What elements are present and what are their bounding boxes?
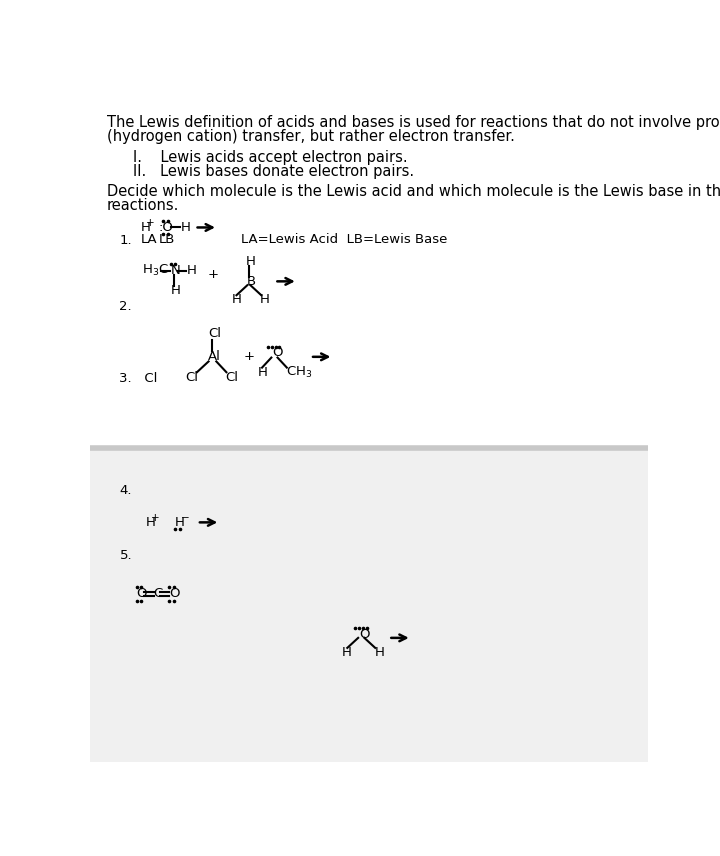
Text: H: H: [175, 516, 185, 529]
Text: −: −: [181, 513, 189, 523]
Text: CH$_3$: CH$_3$: [286, 365, 312, 380]
Text: 3.   Cl: 3. Cl: [120, 372, 158, 385]
Text: O: O: [272, 347, 283, 360]
Text: Cl: Cl: [225, 372, 238, 384]
Text: 5.: 5.: [120, 549, 132, 562]
Text: 1.: 1.: [120, 234, 132, 247]
Text: H: H: [232, 294, 242, 306]
Text: :O: :O: [158, 221, 173, 234]
Text: Decide which molecule is the Lewis acid and which molecule is the Lewis base in : Decide which molecule is the Lewis acid …: [107, 184, 720, 199]
Text: H: H: [258, 366, 267, 378]
Text: (hydrogen cation) transfer, but rather electron transfer.: (hydrogen cation) transfer, but rather e…: [107, 129, 515, 144]
Text: LB: LB: [159, 234, 176, 247]
Bar: [90, 103, 648, 448]
Text: Al: Al: [208, 350, 220, 363]
Text: H: H: [246, 255, 256, 268]
Text: reactions.: reactions.: [107, 199, 179, 213]
Text: N: N: [171, 265, 180, 277]
Text: H: H: [187, 265, 197, 277]
Text: +: +: [243, 350, 254, 363]
Text: O: O: [359, 627, 369, 640]
Text: H: H: [181, 221, 191, 234]
Text: B: B: [246, 275, 256, 288]
Text: Cl: Cl: [185, 372, 198, 384]
Bar: [90, 448, 648, 762]
Text: 2.: 2.: [120, 300, 132, 313]
Text: H$_3$C: H$_3$C: [142, 263, 168, 278]
Text: C: C: [153, 587, 163, 600]
Text: H: H: [145, 516, 156, 529]
Text: H: H: [342, 646, 352, 659]
Text: H: H: [140, 221, 150, 234]
Text: 4.: 4.: [120, 484, 132, 497]
Text: LA=Lewis Acid  LB=Lewis Base: LA=Lewis Acid LB=Lewis Base: [241, 234, 448, 247]
Text: H: H: [374, 646, 384, 659]
Text: H: H: [171, 284, 181, 297]
Text: +: +: [208, 268, 219, 281]
Text: The Lewis definition of acids and bases is used for reactions that do not involv: The Lewis definition of acids and bases …: [107, 115, 720, 130]
Text: Cl: Cl: [209, 327, 222, 340]
Text: +: +: [145, 217, 154, 228]
Text: I.    Lewis acids accept electron pairs.: I. Lewis acids accept electron pairs.: [132, 151, 408, 165]
Text: H: H: [260, 294, 269, 306]
Text: LA: LA: [140, 234, 157, 247]
Text: O: O: [169, 587, 179, 600]
Text: +: +: [151, 513, 160, 523]
Text: II.   Lewis bases donate electron pairs.: II. Lewis bases donate electron pairs.: [132, 164, 414, 179]
Text: O: O: [137, 587, 147, 600]
